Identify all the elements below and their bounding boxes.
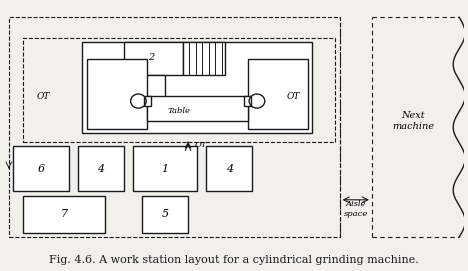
Text: 4: 4: [97, 164, 104, 174]
Bar: [146, 96, 248, 121]
Bar: [206, 146, 252, 192]
Bar: [244, 96, 251, 107]
Bar: [145, 96, 151, 107]
Text: Table: Table: [168, 107, 190, 115]
Bar: [87, 59, 146, 129]
Text: 5: 5: [161, 209, 168, 219]
Bar: [248, 59, 307, 129]
Bar: [22, 38, 335, 142]
Bar: [14, 146, 68, 192]
Text: OT: OT: [287, 92, 300, 101]
Bar: [22, 196, 105, 233]
Text: 7: 7: [60, 209, 67, 219]
Text: OT: OT: [37, 92, 50, 101]
Bar: [124, 42, 183, 75]
Bar: [142, 196, 188, 233]
Text: 1: 1: [161, 164, 168, 174]
Text: 2: 2: [148, 53, 154, 62]
Text: Aisle
space: Aisle space: [344, 200, 368, 218]
Bar: [142, 75, 165, 113]
Bar: [9, 17, 340, 237]
Text: OT: OT: [195, 141, 207, 149]
Bar: [78, 146, 124, 192]
Bar: [133, 146, 197, 192]
Bar: [82, 42, 312, 133]
Text: Next
machine: Next machine: [392, 111, 434, 131]
Bar: [183, 42, 225, 75]
Text: 6: 6: [37, 164, 44, 174]
Text: 4: 4: [226, 164, 233, 174]
Text: Fig. 4.6. A work station layout for a cylindrical grinding machine.: Fig. 4.6. A work station layout for a cy…: [49, 255, 419, 265]
